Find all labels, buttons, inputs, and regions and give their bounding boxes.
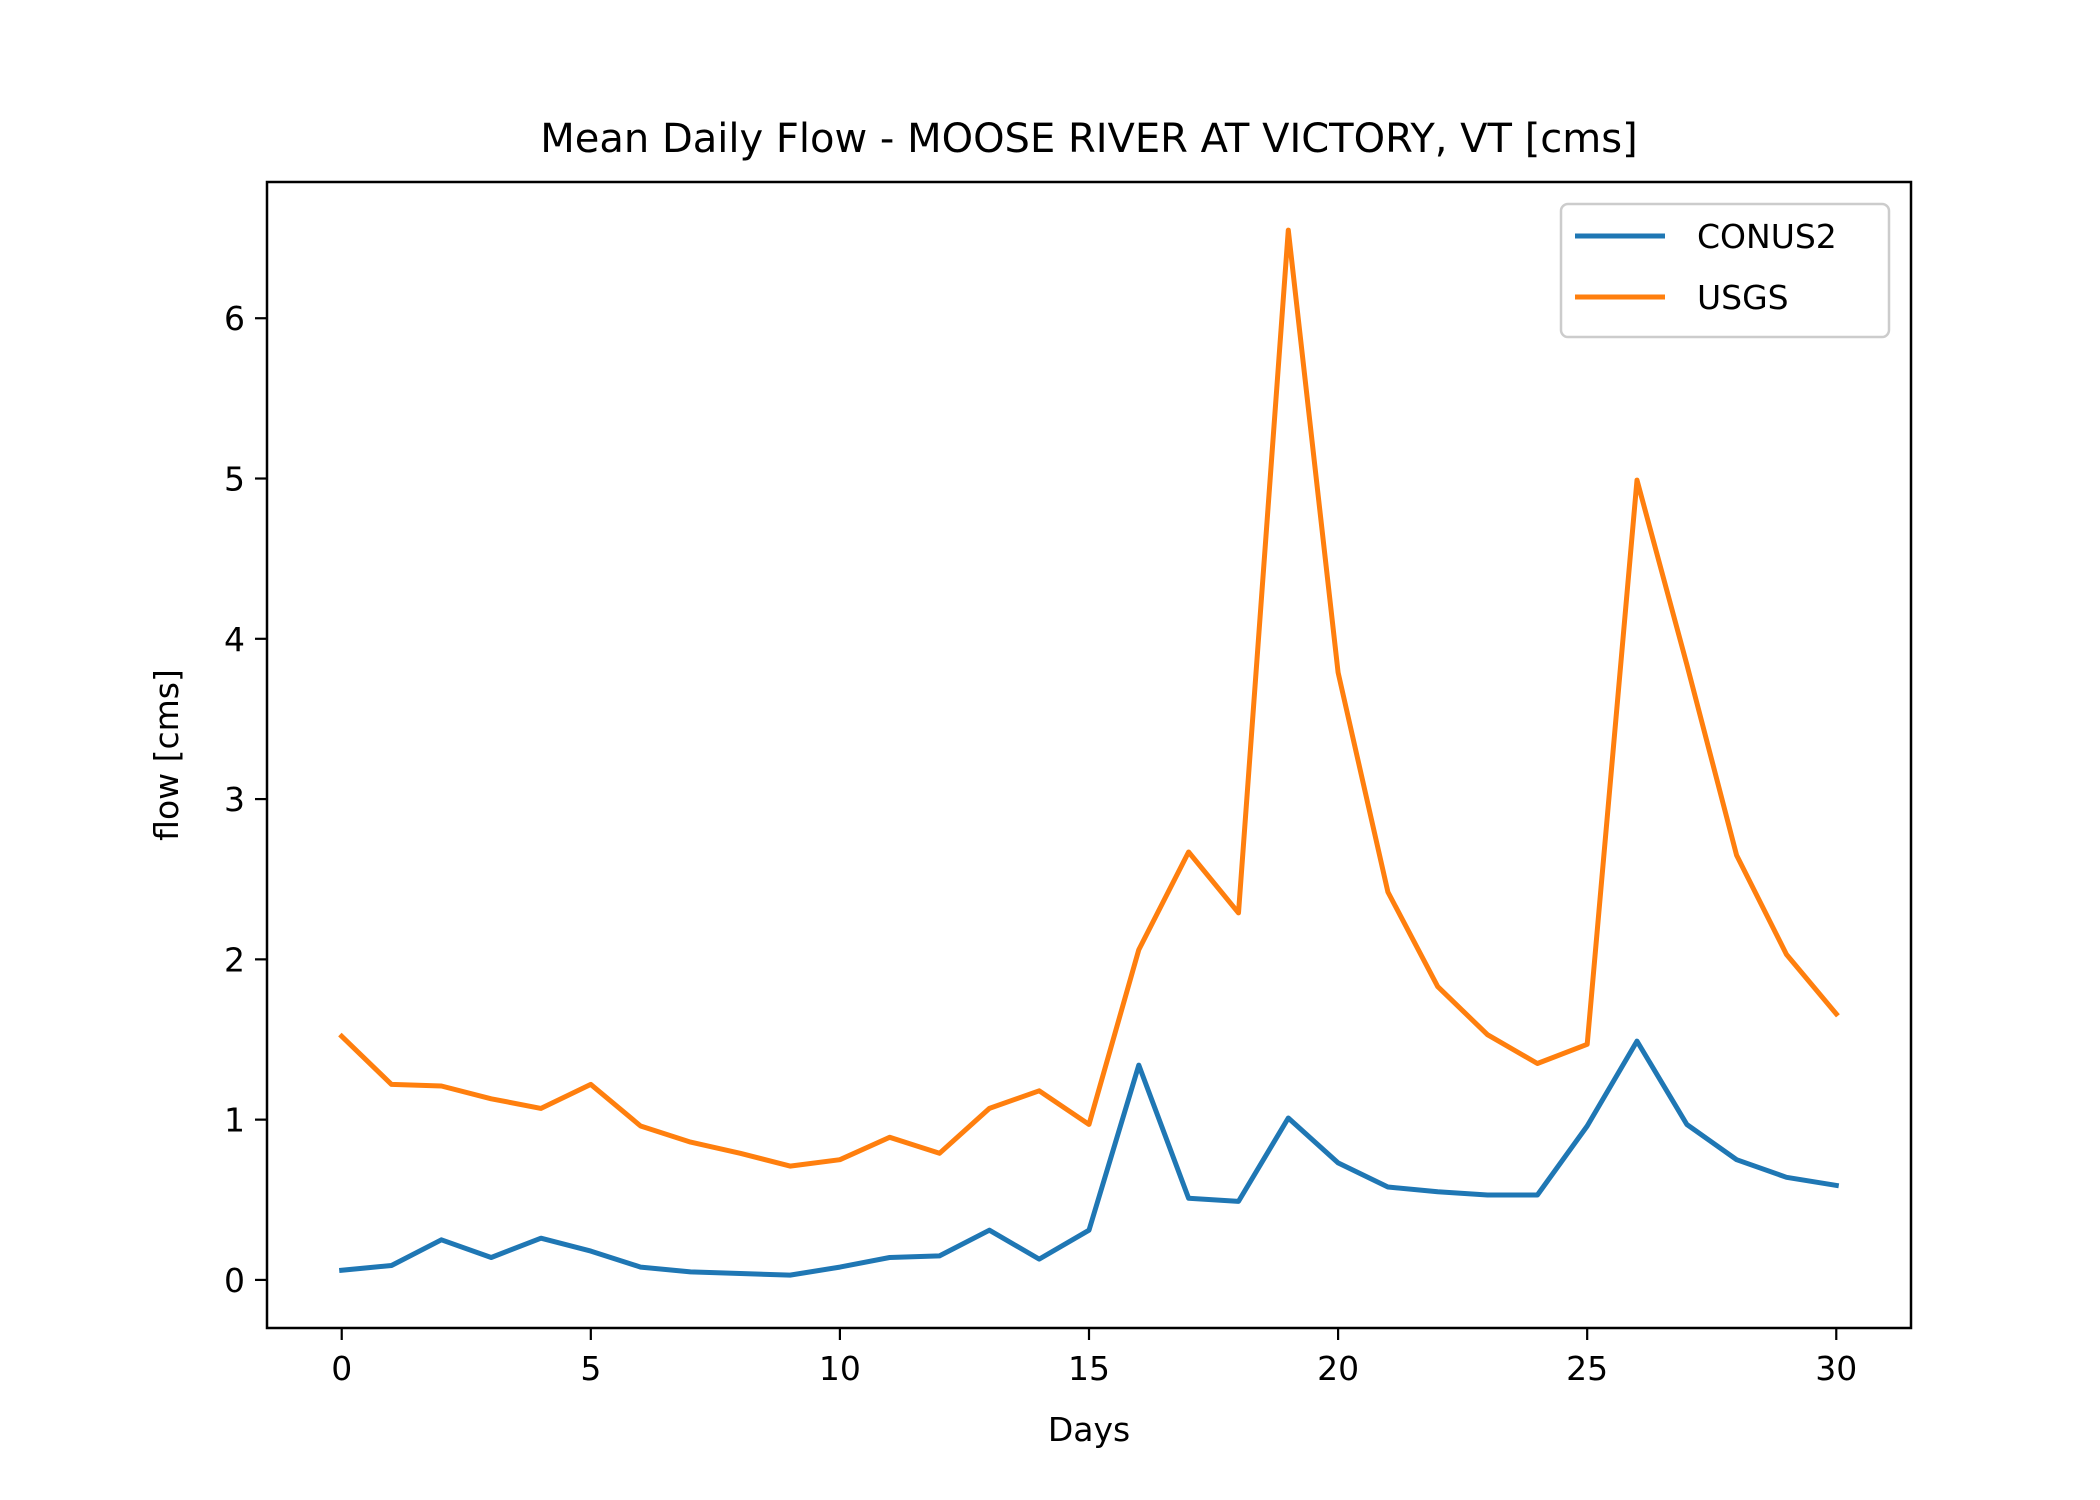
legend: CONUS2 USGS	[1559, 202, 1891, 339]
y-axis-title: flow [cms]	[147, 669, 186, 841]
x-tick-label: 0	[331, 1349, 352, 1388]
x-tick-label: 20	[1317, 1349, 1359, 1388]
y-tick-label: 6	[224, 299, 245, 338]
y-tick-label: 2	[224, 940, 245, 979]
x-axis-title: Days	[1048, 1410, 1130, 1449]
y-tick-label: 0	[224, 1261, 245, 1300]
y-tick-label: 1	[224, 1101, 245, 1140]
legend-entries: CONUS2 USGS	[1575, 217, 1837, 317]
chart-title: Mean Daily Flow - MOOSE RIVER AT VICTORY…	[540, 116, 1637, 162]
y-axis: 0 1 2 3 4 5 6	[224, 299, 267, 1300]
y-tick-label: 3	[224, 780, 245, 819]
series-line-conus2	[338, 1038, 1840, 1278]
x-tick-label: 10	[819, 1349, 861, 1388]
plot-frame	[265, 180, 1913, 1330]
series-line-usgs	[338, 227, 1840, 1169]
x-axis: 0 5 10 15 20 25 30	[331, 1328, 1857, 1388]
x-tick-label: 25	[1566, 1349, 1608, 1388]
y-tick-label: 4	[224, 620, 245, 659]
x-tick-label: 5	[580, 1349, 601, 1388]
x-tick-label: 30	[1815, 1349, 1857, 1388]
y-tick-label: 5	[224, 460, 245, 499]
plot-lines	[338, 227, 1840, 1278]
x-tick-label: 15	[1068, 1349, 1110, 1388]
legend-label-usgs: USGS	[1697, 278, 1789, 317]
legend-label-conus2: CONUS2	[1697, 217, 1837, 256]
